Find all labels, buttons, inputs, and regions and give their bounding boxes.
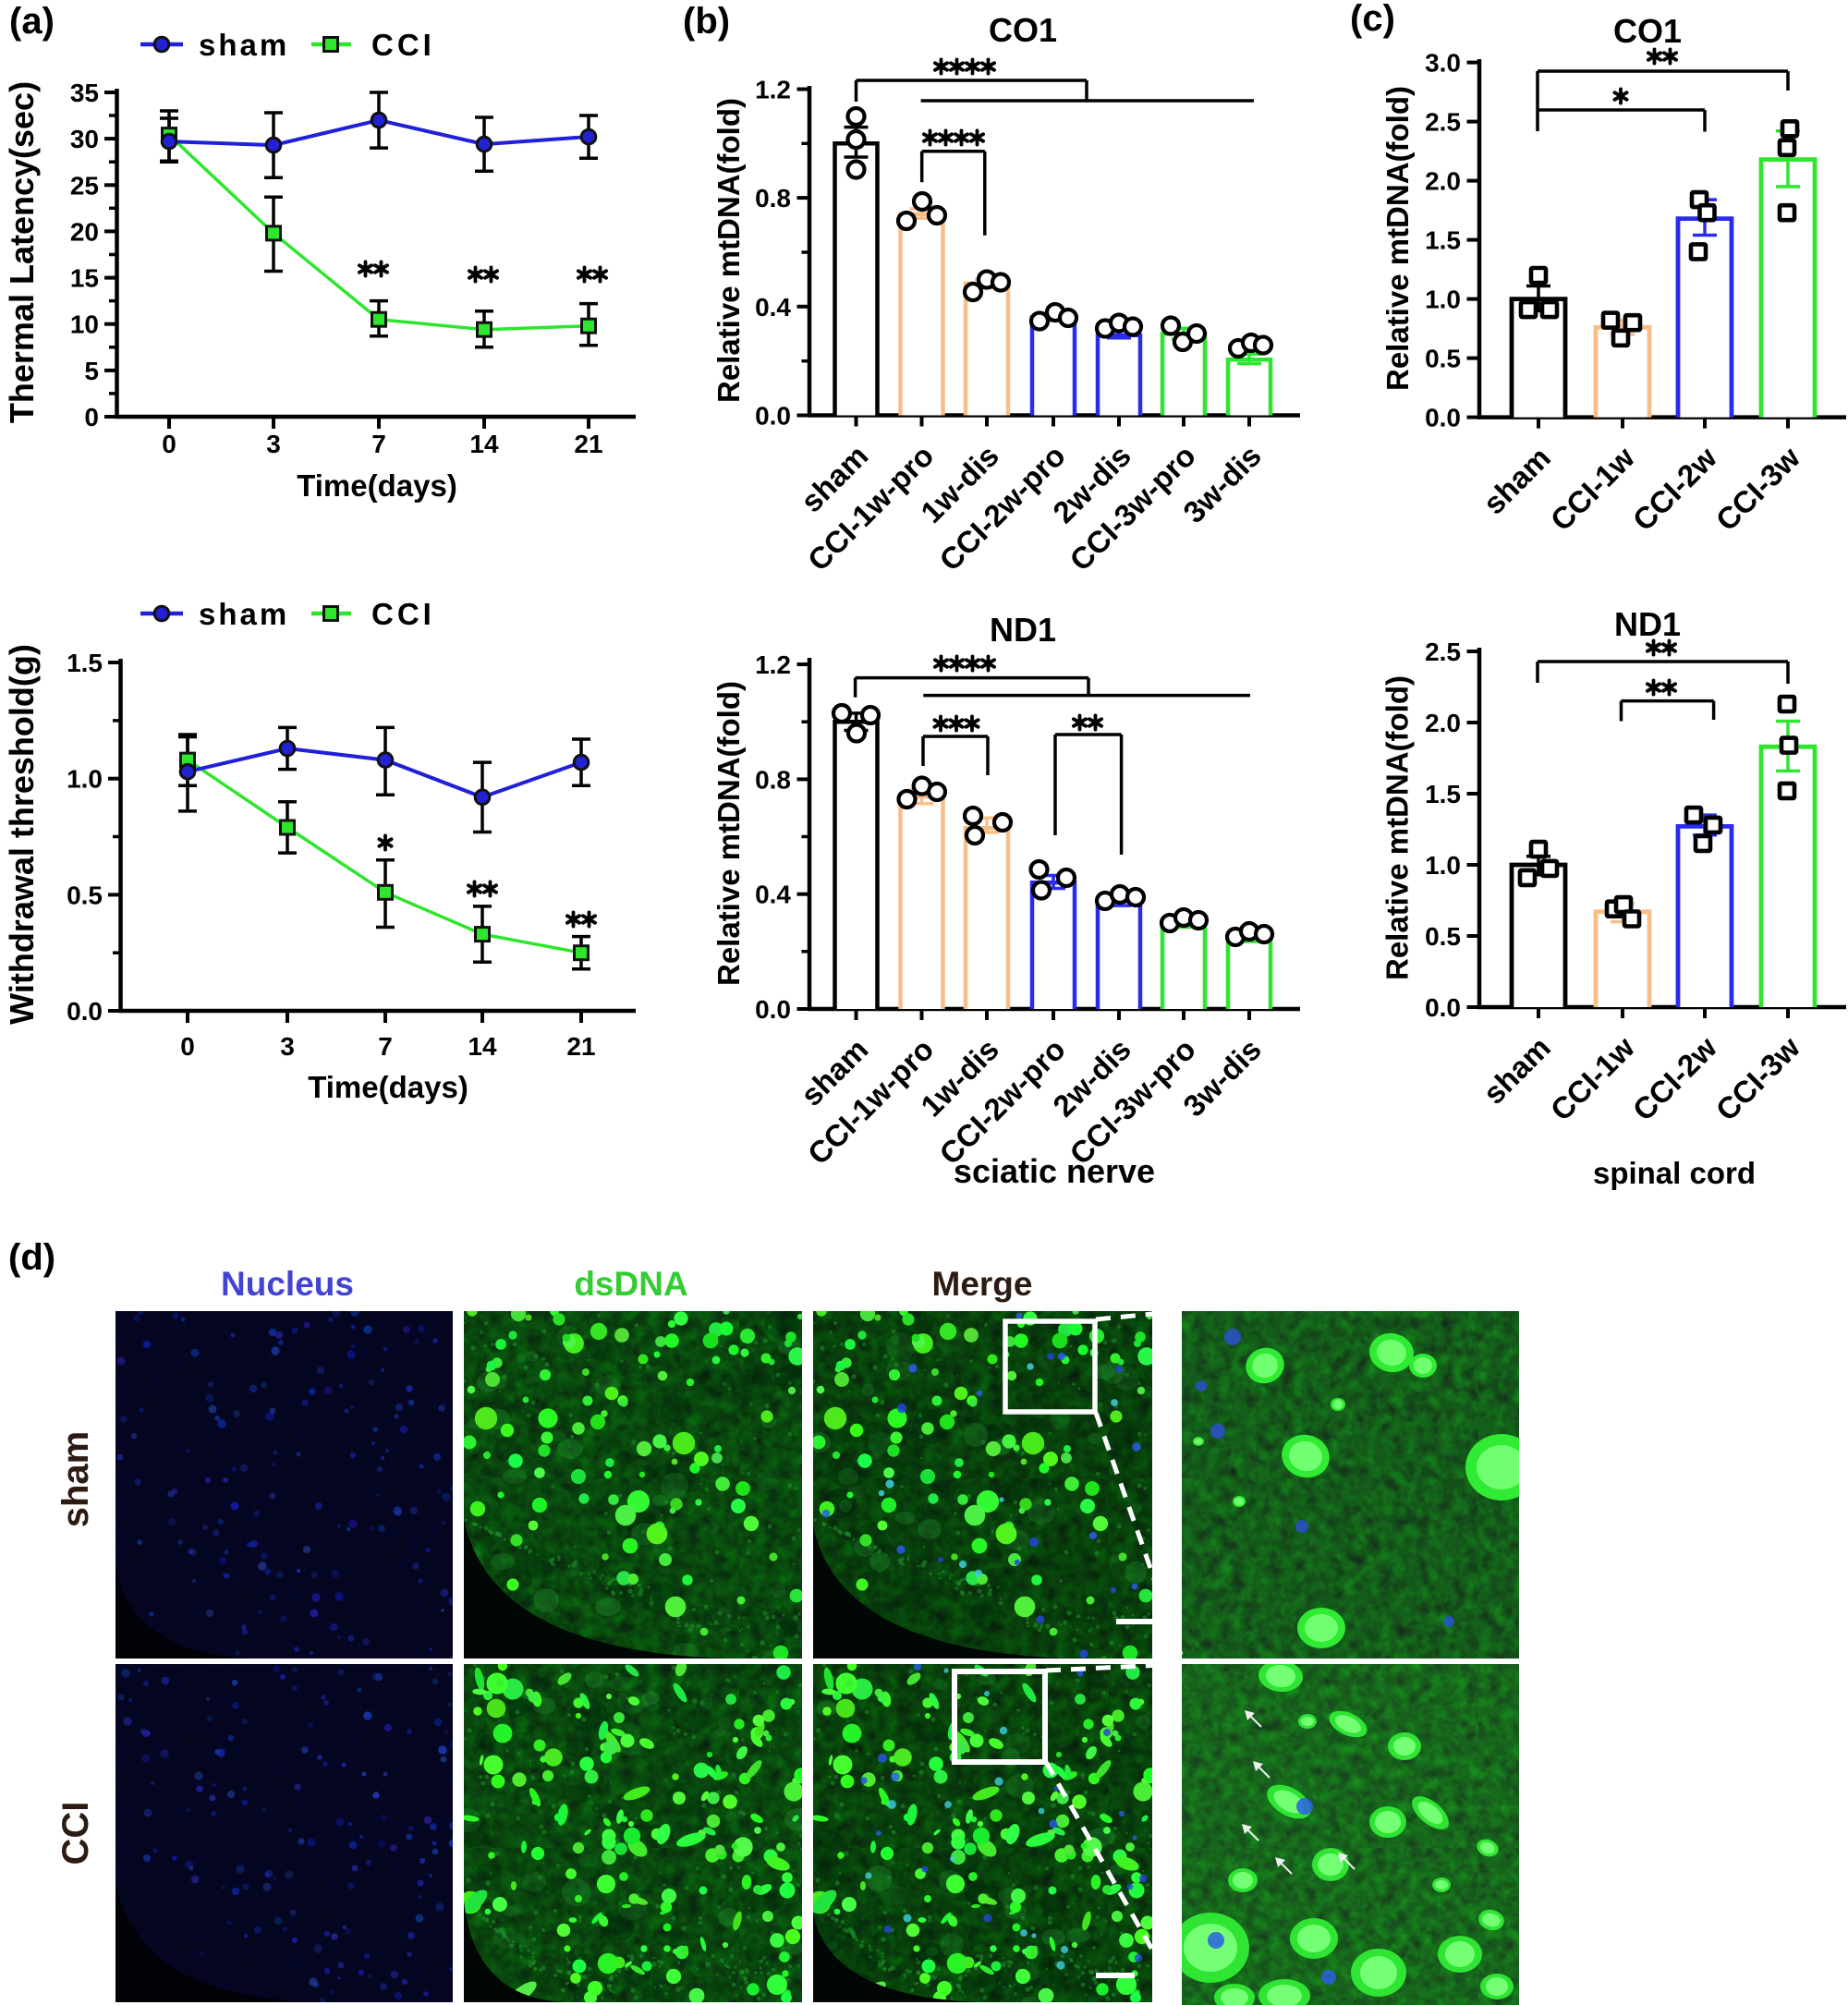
svg-text:2.0: 2.0 <box>1425 167 1461 196</box>
svg-text:2.0: 2.0 <box>1425 709 1461 737</box>
svg-text:1.0: 1.0 <box>67 765 103 794</box>
svg-text:21: 21 <box>574 430 602 458</box>
svg-text:0.5: 0.5 <box>67 881 103 909</box>
svg-text:CCI: CCI <box>371 28 435 62</box>
svg-text:0.5: 0.5 <box>1425 345 1461 373</box>
svg-text:35: 35 <box>70 79 99 107</box>
svg-text:sciatic nerve: sciatic nerve <box>954 1152 1155 1190</box>
svg-text:1.2: 1.2 <box>755 650 791 679</box>
svg-text:3: 3 <box>266 430 281 458</box>
svg-text:sham: sham <box>199 597 289 631</box>
svg-text:2.5: 2.5 <box>1425 108 1461 137</box>
svg-text:7: 7 <box>371 430 386 458</box>
svg-text:0: 0 <box>84 403 99 431</box>
svg-text:1.5: 1.5 <box>1425 226 1461 255</box>
svg-text:Relative mtDNA(fold): Relative mtDNA(fold) <box>711 98 746 403</box>
svg-text:1.5: 1.5 <box>67 649 103 677</box>
svg-text:Time(days): Time(days) <box>297 468 457 503</box>
svg-text:0.8: 0.8 <box>755 184 791 213</box>
svg-text:10: 10 <box>70 310 99 339</box>
svg-text:CO1: CO1 <box>989 11 1057 49</box>
svg-text:CCI: CCI <box>371 597 435 631</box>
svg-text:dsDNA: dsDNA <box>574 1265 687 1303</box>
svg-text:1.2: 1.2 <box>755 76 791 104</box>
svg-text:0.4: 0.4 <box>755 293 791 322</box>
svg-text:0.0: 0.0 <box>1425 404 1461 432</box>
svg-text:25: 25 <box>70 171 99 200</box>
svg-text:Relative mtDNA(fold): Relative mtDNA(fold) <box>1380 675 1415 980</box>
svg-text:0.0: 0.0 <box>755 995 791 1024</box>
svg-text:ND1: ND1 <box>1614 605 1681 643</box>
svg-text:0.8: 0.8 <box>755 765 791 794</box>
svg-text:0.4: 0.4 <box>755 881 791 909</box>
svg-text:1.5: 1.5 <box>1425 780 1461 808</box>
svg-text:2.5: 2.5 <box>1425 638 1461 666</box>
svg-text:spinal cord: spinal cord <box>1593 1156 1756 1190</box>
svg-text:14: 14 <box>468 1032 497 1061</box>
svg-text:0.0: 0.0 <box>67 997 103 1026</box>
svg-text:0.0: 0.0 <box>1425 993 1461 1022</box>
svg-text:Nucleus: Nucleus <box>221 1265 354 1303</box>
svg-text:sham: sham <box>199 28 289 62</box>
svg-text:Time(days): Time(days) <box>308 1070 468 1104</box>
svg-text:CCI: CCI <box>55 1802 96 1865</box>
svg-text:Merge: Merge <box>932 1265 1033 1303</box>
svg-text:1.0: 1.0 <box>1425 851 1461 880</box>
svg-text:30: 30 <box>70 125 99 153</box>
svg-text:(a): (a) <box>9 1 55 42</box>
svg-text:3: 3 <box>280 1032 295 1061</box>
svg-text:20: 20 <box>70 217 99 246</box>
svg-text:21: 21 <box>566 1032 595 1061</box>
svg-text:(d): (d) <box>8 1237 55 1278</box>
svg-text:5: 5 <box>84 357 99 385</box>
svg-text:3.0: 3.0 <box>1425 49 1461 78</box>
svg-text:Relative mtDNA(fold): Relative mtDNA(fold) <box>1380 86 1415 391</box>
svg-text:Withdrawal threshold(g): Withdrawal threshold(g) <box>3 644 41 1025</box>
svg-text:0.0: 0.0 <box>755 402 791 431</box>
svg-text:0: 0 <box>162 430 176 458</box>
svg-text:15: 15 <box>70 264 99 293</box>
svg-text:ND1: ND1 <box>990 611 1056 649</box>
svg-text:14: 14 <box>469 430 499 458</box>
svg-text:7: 7 <box>378 1032 393 1061</box>
svg-text:Relative mtDNA(fold): Relative mtDNA(fold) <box>711 681 746 986</box>
svg-text:0: 0 <box>180 1032 195 1061</box>
svg-text:(b): (b) <box>683 1 730 42</box>
svg-text:1.0: 1.0 <box>1425 286 1461 314</box>
svg-text:Thermal Latency(sec): Thermal Latency(sec) <box>3 81 41 423</box>
svg-text:0.5: 0.5 <box>1425 922 1461 951</box>
svg-text:(c): (c) <box>1350 0 1395 39</box>
svg-text:sham: sham <box>55 1431 96 1528</box>
svg-text:CO1: CO1 <box>1613 12 1682 50</box>
